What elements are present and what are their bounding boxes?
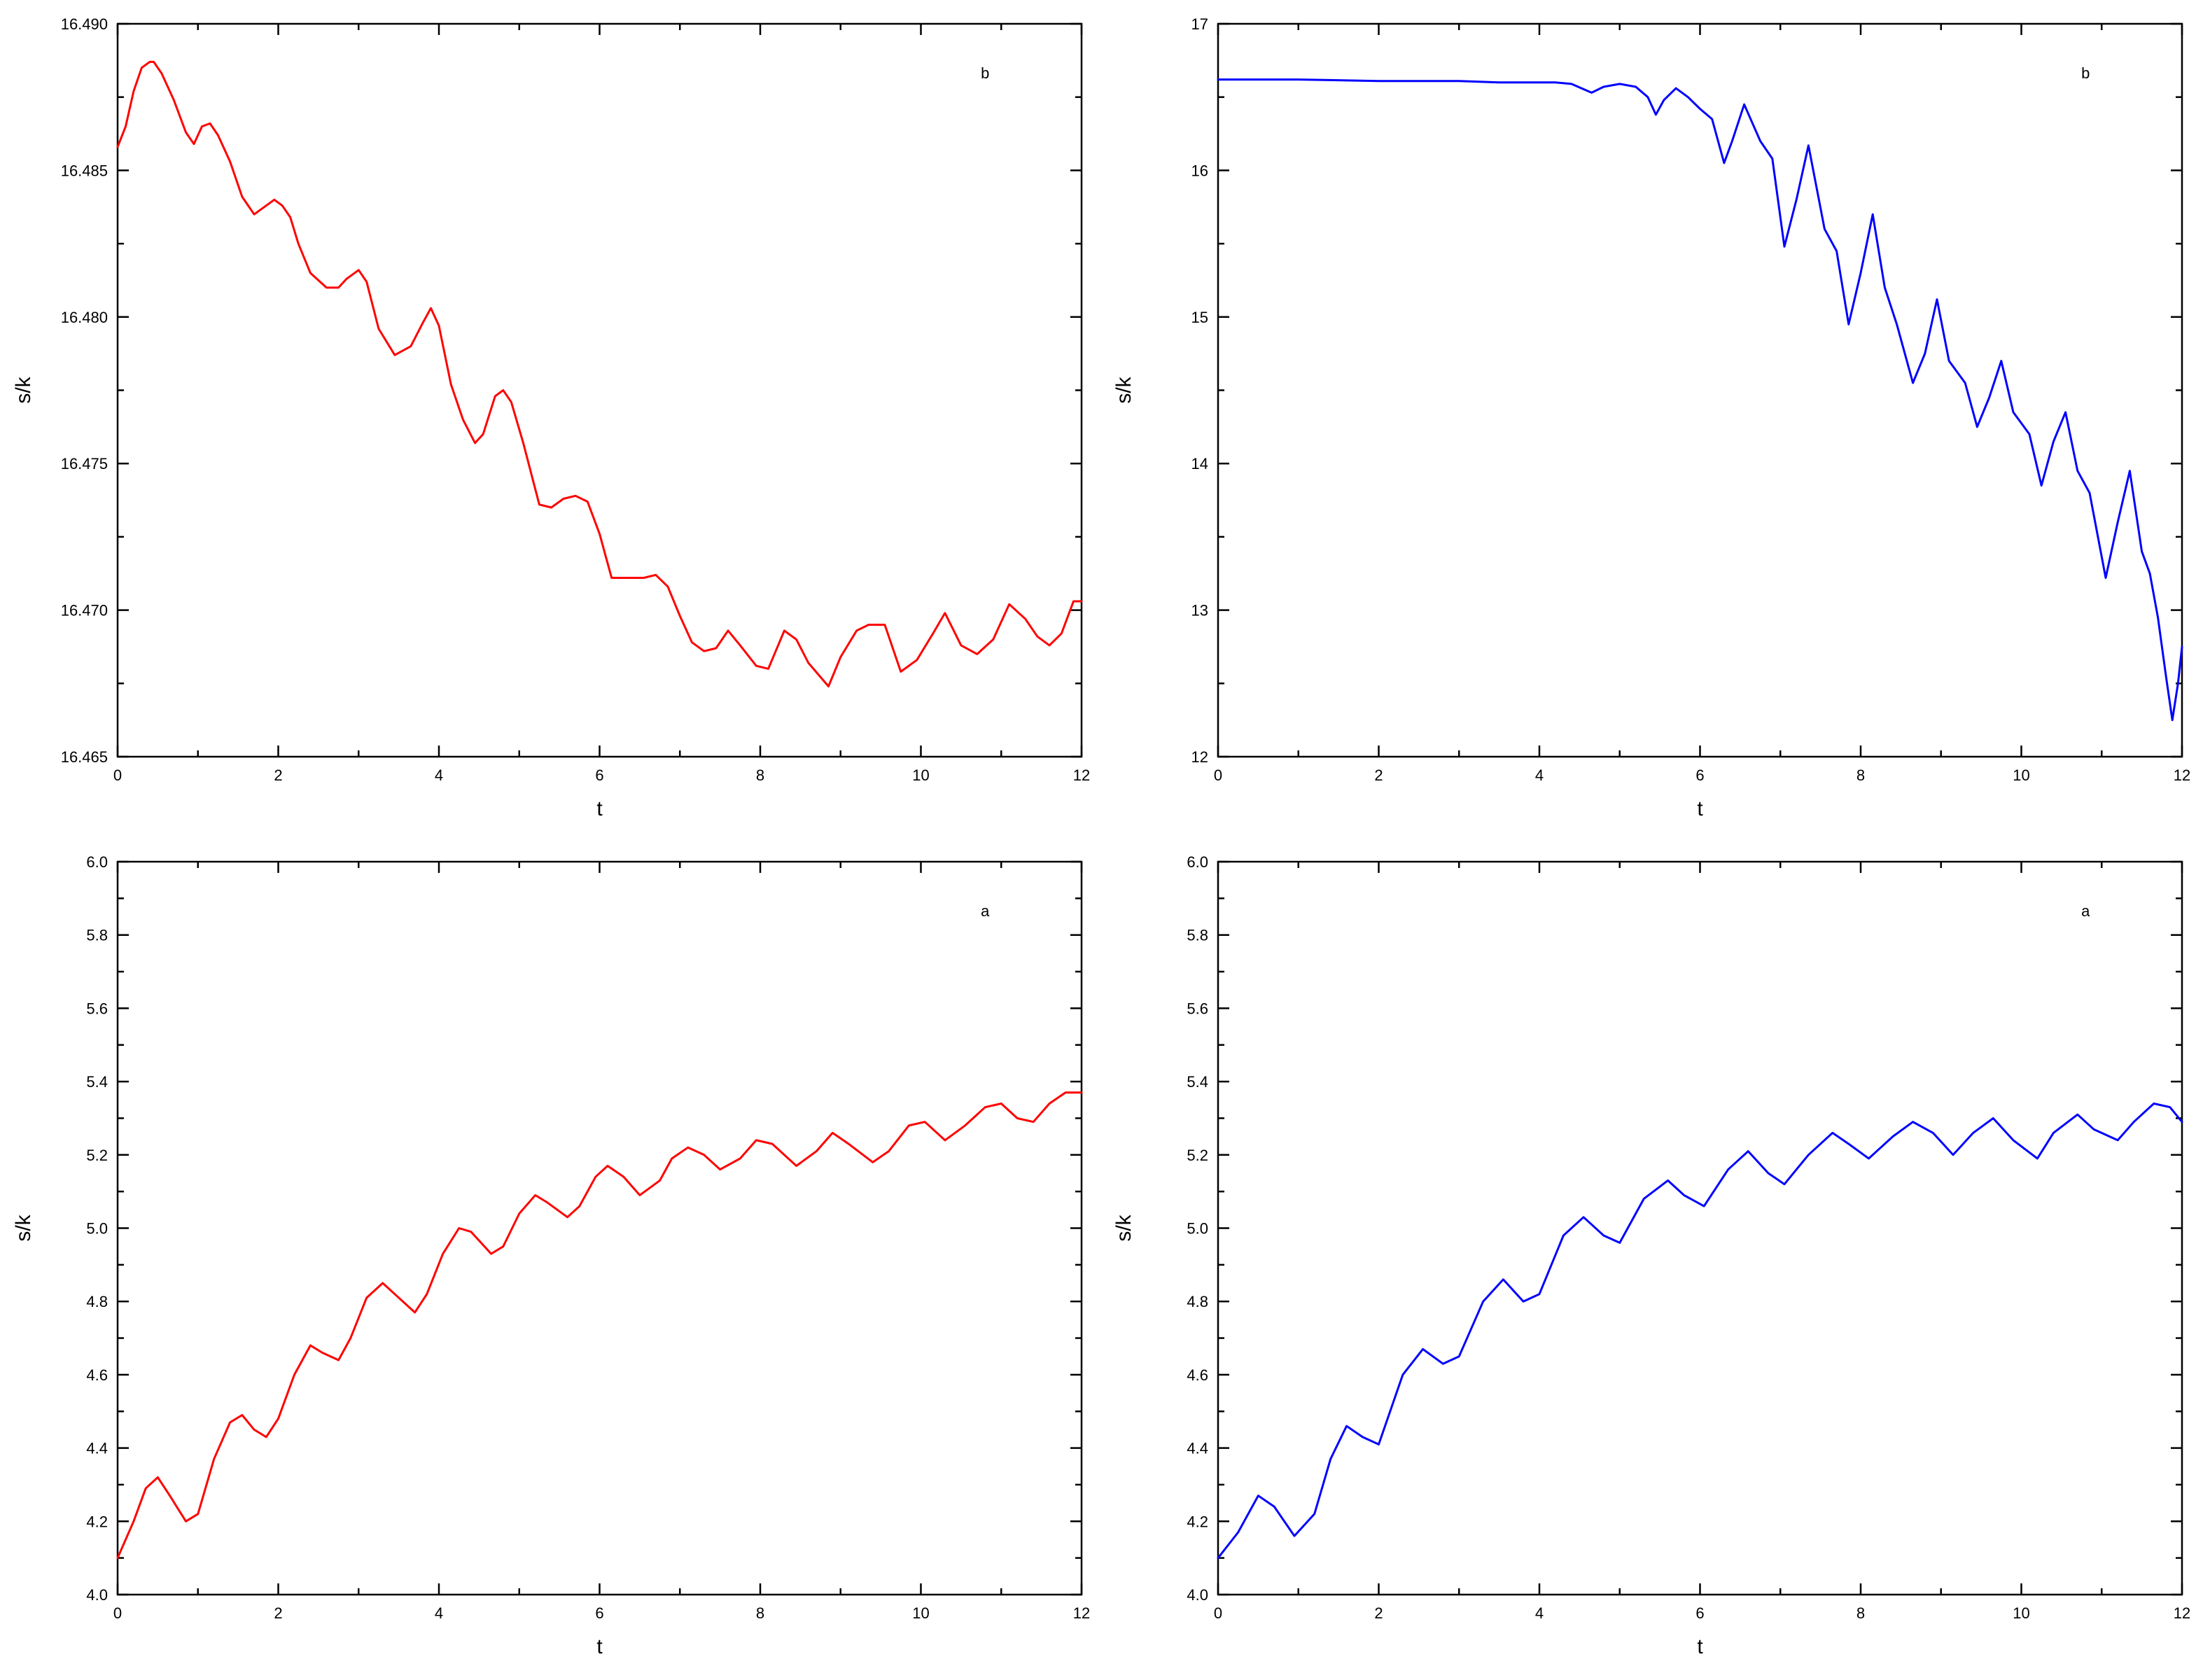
y-tick-label: 4.0 [1187, 1586, 1208, 1604]
x-tick-label: 12 [2174, 1604, 2190, 1622]
x-axis-label: t [1697, 797, 1703, 820]
y-axis-label: s/k [1112, 376, 1135, 403]
plot-frame [116, 860, 1083, 1596]
y-tick-label: 4.4 [86, 1440, 108, 1457]
x-tick-label: 10 [2013, 766, 2029, 784]
y-tick-label: 12 [1191, 748, 1208, 766]
x-axis-label: t [596, 1635, 603, 1658]
plot-frame [1217, 22, 2183, 758]
y-tick-label: 6.0 [1187, 853, 1208, 871]
x-tick-label: 0 [113, 1604, 122, 1622]
x-tick-label: 6 [595, 1604, 603, 1622]
y-tick-label: 6.0 [86, 853, 108, 871]
series-line [1217, 1102, 2183, 1560]
y-tick-label: 5.0 [1187, 1220, 1208, 1238]
y-tick-label: 14 [1191, 455, 1208, 472]
y-axis-label: s/k [12, 1214, 35, 1241]
y-tick-label: 16.480 [61, 309, 108, 326]
y-tick-label: 5.6 [86, 1000, 108, 1017]
y-tick-label: 16 [1191, 162, 1208, 179]
x-tick-label: 8 [1856, 1604, 1865, 1622]
x-tick-label: 6 [1695, 766, 1704, 784]
y-axis-label: s/k [12, 376, 35, 403]
chart-panel-top-right: 0 2 4 6 8 10 12 12 13 14 15 16 17 t s/k b [1112, 15, 2190, 820]
x-tick-label: 2 [274, 766, 282, 784]
x-tick-label: 0 [1214, 1604, 1222, 1622]
y-tick-label: 16.490 [61, 15, 108, 33]
series-line [116, 1091, 1083, 1560]
y-tick-label: 16.475 [61, 455, 108, 472]
x-tick-label: 12 [2174, 766, 2190, 784]
chart-panel-bottom-right: 0 2 4 6 8 10 12 4.0 4.2 4.4 4.6 4.8 5.0 5.2 5.4 5.6 5.8 6… [1112, 853, 2190, 1658]
x-tick-label: 0 [113, 766, 122, 784]
x-tick-label: 4 [1535, 766, 1544, 784]
chart-panel-bottom-left: 0 2 4 6 8 10 12 4.0 4.2 4.4 4.6 4.8 5.0 5.2 5.4 5.6 5.8 6… [12, 853, 1090, 1658]
panel-annotation: a [2081, 902, 2090, 920]
y-tick-label: 5.0 [86, 1220, 108, 1238]
x-axis-label: t [596, 797, 603, 820]
x-tick-label: 10 [912, 1604, 929, 1622]
plot-frame [1217, 860, 2183, 1596]
y-tick-label: 4.8 [86, 1293, 108, 1310]
y-tick-label: 5.6 [1187, 1000, 1208, 1017]
y-tick-label: 5.2 [1187, 1147, 1208, 1164]
x-tick-label: 8 [756, 1604, 764, 1622]
y-tick-label: 4.6 [86, 1366, 108, 1384]
x-tick-label: 8 [756, 766, 764, 784]
x-tick-label: 2 [1374, 766, 1383, 784]
chart-panel-top-left: 0 2 4 6 8 10 12 16.465 16.470 16.475 16.480 16.485 1… [12, 15, 1090, 820]
panel-annotation: b [2081, 64, 2090, 82]
plot-frame [116, 22, 1083, 758]
panel-annotation: b [981, 64, 989, 82]
x-tick-label: 12 [1073, 1604, 1090, 1622]
y-tick-label: 15 [1191, 309, 1208, 326]
y-tick-label: 4.6 [1187, 1366, 1208, 1384]
y-tick-label: 16.470 [61, 602, 108, 620]
y-tick-label: 4.4 [1187, 1440, 1208, 1457]
x-tick-label: 2 [274, 1604, 282, 1622]
series-line [116, 60, 1083, 687]
x-tick-label: 4 [1535, 1604, 1544, 1622]
y-tick-label: 5.4 [1187, 1073, 1208, 1091]
x-tick-label: 12 [1073, 766, 1090, 784]
series-line [1217, 78, 2183, 722]
y-tick-label: 13 [1191, 602, 1208, 620]
x-tick-label: 4 [435, 1604, 443, 1622]
x-tick-label: 6 [1695, 1604, 1704, 1622]
y-tick-label: 5.8 [1187, 927, 1208, 944]
y-tick-label: 5.8 [86, 927, 108, 944]
y-tick-label: 5.4 [86, 1073, 108, 1091]
y-tick-label: 17 [1191, 15, 1208, 33]
y-tick-label: 4.2 [1187, 1513, 1208, 1530]
y-tick-label: 4.2 [86, 1513, 108, 1530]
x-tick-label: 0 [1214, 766, 1222, 784]
y-tick-label: 4.8 [1187, 1293, 1208, 1310]
x-tick-label: 4 [435, 766, 443, 784]
x-tick-label: 6 [595, 766, 603, 784]
x-tick-label: 2 [1374, 1604, 1383, 1622]
y-tick-label: 4.0 [86, 1586, 108, 1604]
y-tick-label: 5.2 [86, 1147, 108, 1164]
y-tick-label: 16.465 [61, 748, 108, 766]
y-tick-label: 16.485 [61, 162, 108, 179]
panel-annotation: a [981, 902, 990, 920]
x-tick-label: 10 [2013, 1604, 2029, 1622]
y-axis-label: s/k [1112, 1214, 1135, 1241]
x-axis-label: t [1697, 1635, 1703, 1658]
x-tick-label: 8 [1856, 766, 1865, 784]
x-tick-label: 10 [912, 766, 929, 784]
